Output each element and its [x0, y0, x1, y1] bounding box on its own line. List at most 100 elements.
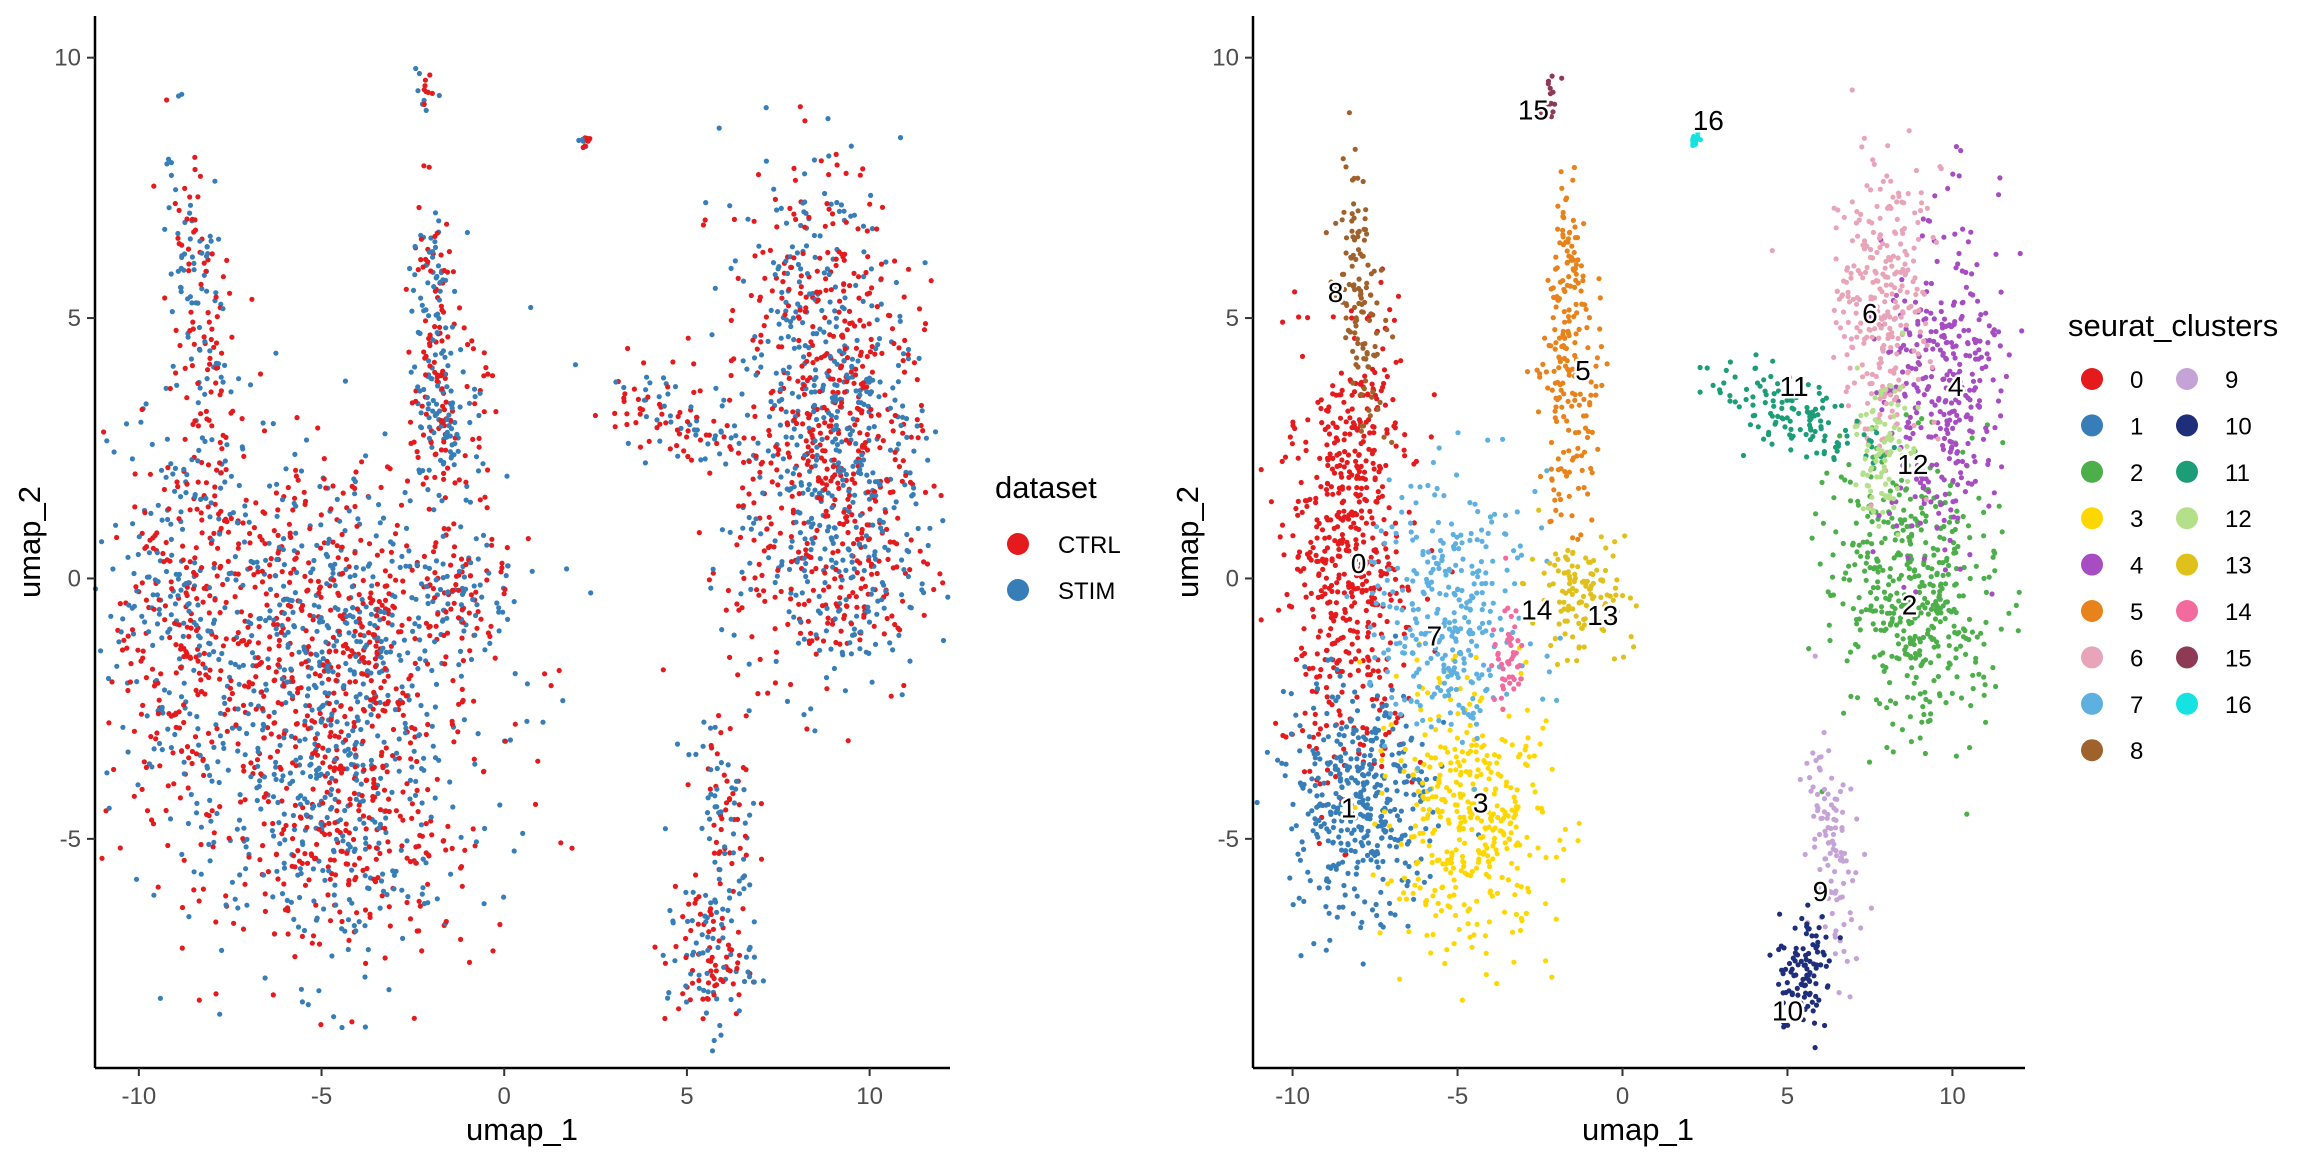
cell-point: [174, 382, 180, 388]
cell-point: [143, 675, 149, 681]
cell-point: [317, 710, 323, 717]
cell-point: [316, 941, 323, 947]
cell-point: [772, 680, 779, 686]
cluster-0-point: [1314, 651, 1320, 657]
cell-point: [885, 547, 891, 553]
cell-point: [665, 995, 671, 1001]
cell-point: [222, 479, 228, 485]
cluster-0-point: [1360, 439, 1366, 445]
cell-point: [471, 583, 477, 589]
cell-point: [114, 663, 120, 669]
cell-point: [812, 367, 819, 373]
cell-point: [436, 315, 442, 321]
cluster-0-point: [1354, 511, 1360, 518]
cell-point: [822, 190, 828, 197]
cell-point: [815, 297, 821, 303]
cell-point: [258, 659, 264, 666]
cell-point: [784, 698, 791, 705]
cell-point: [756, 243, 762, 249]
cell-point: [814, 268, 820, 274]
cell-point: [439, 338, 445, 344]
cell-point: [862, 544, 868, 550]
cell-point: [849, 559, 855, 565]
left-x-tick-label: -5: [311, 1083, 332, 1110]
cell-point: [838, 628, 844, 634]
cluster-1-point: [1403, 723, 1409, 729]
cell-point: [375, 875, 381, 881]
cluster-1-point: [1325, 657, 1331, 663]
cluster-0-point: [1364, 730, 1370, 736]
cell-point: [729, 947, 735, 953]
cluster-1-point: [1336, 732, 1342, 738]
cell-point: [352, 503, 358, 510]
cell-point: [393, 577, 399, 583]
cluster-1-point: [1411, 896, 1417, 902]
cluster-0-point: [1366, 446, 1372, 452]
cell-point: [327, 648, 333, 654]
cell-point: [746, 946, 752, 953]
cell-point: [851, 626, 858, 632]
cluster-1-point: [1338, 758, 1344, 764]
cell-point: [511, 599, 517, 605]
cell-point: [809, 569, 815, 575]
cell-point: [195, 380, 201, 386]
cell-point: [808, 339, 814, 345]
cell-point: [157, 763, 163, 769]
cell-point: [356, 919, 362, 925]
cell-point: [201, 272, 207, 278]
cell-point: [706, 836, 713, 842]
cell-point: [758, 856, 765, 862]
cluster-1-point: [1361, 753, 1367, 759]
cell-point: [895, 441, 902, 447]
cell-point: [673, 943, 679, 950]
cell-point: [383, 815, 389, 821]
cluster-1-point: [1406, 863, 1412, 870]
cell-point: [221, 745, 227, 752]
cell-point: [730, 791, 736, 797]
cell-point: [164, 97, 170, 103]
cell-point: [275, 507, 281, 513]
cell-point: [739, 391, 745, 397]
cell-point: [810, 521, 816, 527]
cell-point: [734, 601, 740, 607]
cell-point: [734, 542, 740, 548]
cell-point: [155, 884, 161, 890]
cluster-0-point: [1317, 455, 1323, 461]
cluster-1-point: [1411, 792, 1417, 798]
cell-point: [674, 443, 680, 449]
cell-point: [928, 278, 934, 284]
cluster-0-point: [1392, 576, 1399, 582]
cluster-2-point: [1954, 508, 1960, 514]
cluster-1-point: [1374, 843, 1380, 849]
cell-point: [776, 321, 782, 327]
cell-point: [733, 778, 740, 784]
cell-point: [350, 836, 357, 843]
cell-point: [281, 735, 287, 741]
cell-point: [213, 919, 219, 925]
cell-point: [346, 897, 352, 903]
cell-point: [451, 544, 458, 550]
cluster-1-point: [1275, 757, 1281, 763]
cell-point: [837, 595, 843, 601]
cell-point: [362, 907, 369, 913]
cluster-0-point: [1314, 517, 1320, 523]
cell-point: [290, 836, 296, 842]
cell-point: [480, 461, 486, 467]
cluster-1-point: [1370, 703, 1376, 709]
cell-point: [239, 416, 245, 422]
cell-point: [758, 339, 764, 345]
cell-point: [373, 856, 379, 862]
cell-point: [783, 409, 789, 415]
cell-point: [831, 457, 837, 463]
cell-point: [187, 294, 193, 300]
cell-point: [184, 472, 190, 478]
cell-point: [158, 671, 164, 677]
cell-point: [258, 771, 264, 777]
cell-point: [716, 713, 722, 719]
cell-point: [133, 584, 139, 590]
cell-point: [360, 813, 367, 819]
cell-point: [131, 570, 137, 577]
cell-point: [369, 583, 375, 589]
cell-point: [903, 472, 909, 478]
cell-point: [292, 495, 298, 501]
